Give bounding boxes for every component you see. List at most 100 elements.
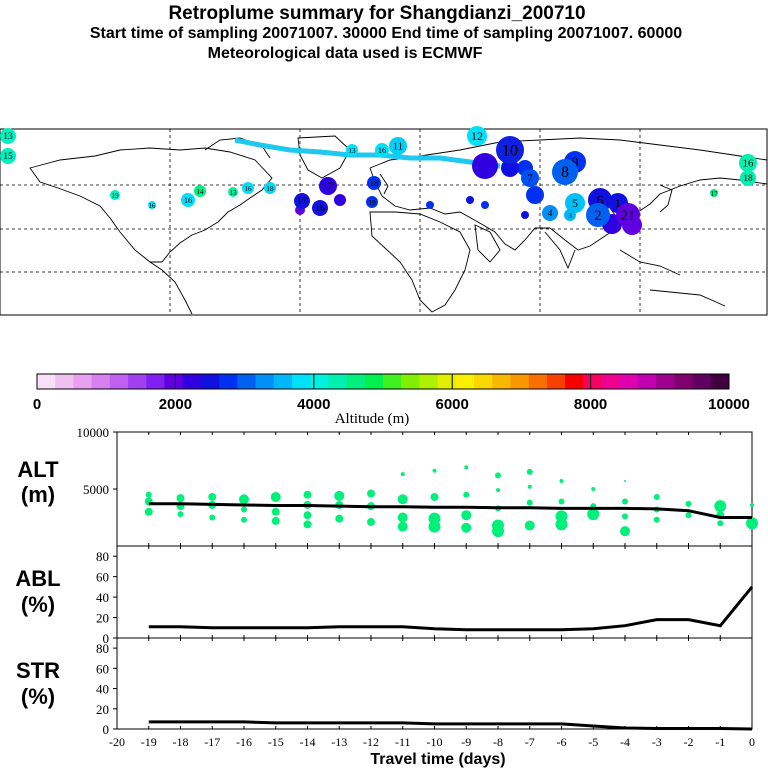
map-plume-bubble — [466, 196, 474, 204]
map-plume-bubble — [542, 205, 558, 221]
map-day-label: 16 — [149, 202, 157, 210]
alt-plume-point — [397, 512, 408, 523]
alt-plume-point — [400, 472, 405, 477]
colorbar-tick-label: 4000 — [297, 396, 330, 413]
panel-ylabel: ABL — [15, 566, 60, 591]
alt-plume-point — [144, 507, 153, 516]
alt-plume-point — [685, 500, 692, 507]
map-plume-bubble — [312, 200, 328, 216]
map-plume-bubble — [740, 170, 756, 186]
map-day-label: 6 — [596, 193, 603, 209]
colorbar-swatch — [364, 374, 384, 389]
map-plume-bubble — [496, 136, 524, 164]
panel-frame — [116, 545, 753, 639]
map-day-label: 16 — [315, 203, 325, 214]
y-tick-label: 60 — [96, 570, 109, 585]
map-plume-bubble — [110, 190, 120, 200]
map-day-label: 16 — [743, 158, 754, 170]
colorbar-swatch — [109, 374, 129, 389]
x-tick-label: -5 — [588, 735, 598, 749]
map-day-label: 19 — [368, 199, 376, 207]
map-plume-bubble — [616, 203, 640, 227]
colorbar-swatch — [528, 374, 548, 389]
x-tick-label: -10 — [427, 735, 443, 749]
alt-plume-point — [397, 494, 408, 505]
alt-plume-point — [591, 487, 596, 491]
map-plume-bubble — [564, 209, 576, 221]
map-plume-bubble — [148, 201, 156, 209]
alt-plume-point — [750, 502, 754, 507]
y-tick-label: 60 — [96, 661, 109, 676]
colorbar-swatch — [419, 374, 439, 389]
alt-plume-point — [624, 480, 626, 483]
colorbar-tick-label: 2000 — [159, 396, 192, 413]
sampling-time-subtitle: Start time of sampling 20071007. 30000 E… — [89, 25, 683, 42]
x-tick-label: -8 — [493, 735, 503, 749]
series-line-alt — [148, 502, 752, 519]
map-plume-bubble — [481, 201, 489, 209]
x-tick-label: -13 — [331, 735, 347, 749]
alt-plume-point — [428, 520, 441, 533]
x-tick-label: -1 — [715, 735, 725, 749]
map-plume-bubble — [586, 203, 610, 227]
x-tick-label: -14 — [300, 735, 316, 749]
map-plume-bubble — [294, 193, 310, 209]
altitude-colorbar: 0 2000 4000 6000 8000 10000 Altitude (m) — [33, 373, 750, 427]
colorbar-swatch — [200, 374, 220, 389]
map-plume-bubble — [242, 182, 254, 194]
series-line-str — [148, 720, 753, 731]
map-plume-bubble — [181, 193, 195, 207]
map-day-label: 16 — [184, 196, 192, 205]
map-day-label: 19 — [112, 192, 120, 200]
alt-plume-point — [717, 520, 724, 527]
map-plume-bubble — [264, 182, 276, 194]
colorbar-tick-label: 6000 — [436, 396, 469, 413]
alt-plume-point — [559, 479, 564, 484]
map-day-label: 2 — [594, 208, 601, 224]
y-tick-label: 80 — [96, 641, 109, 656]
colorbar-swatch — [237, 374, 257, 389]
alt-plume-point — [208, 492, 217, 501]
alt-plume-point — [177, 511, 184, 518]
map-day-label: 21 — [621, 208, 635, 224]
x-tick-label: 0 — [749, 735, 755, 749]
map-day-label: 1 — [615, 196, 621, 210]
map-plume-bubble — [375, 143, 389, 157]
map-day-label: 17 — [297, 196, 307, 207]
colorbar-swatch — [455, 374, 475, 389]
map-plume-bubble — [389, 137, 407, 155]
y-tick-label: 0 — [103, 722, 110, 737]
map-plume-bubble — [710, 189, 718, 197]
alt-plume-point — [620, 526, 630, 537]
x-tick-label: -19 — [141, 735, 157, 749]
alt-plume-point — [271, 507, 280, 516]
colorbar-swatch — [91, 374, 111, 389]
y-tick-label: 40 — [96, 682, 109, 697]
x-tick-label: -9 — [461, 735, 471, 749]
alt-plume-point — [334, 490, 345, 501]
colorbar-label: Altitude (m) — [335, 411, 410, 427]
alt-plume-point — [461, 510, 472, 521]
panel-frame — [116, 637, 753, 730]
map-day-label: 10 — [502, 143, 518, 160]
map-day-label: 18 — [370, 179, 378, 188]
alt-plume-point — [271, 516, 280, 525]
x-tick-label: -7 — [525, 735, 535, 749]
map-day-label: 13 — [230, 189, 238, 197]
map-day-label: 11 — [393, 141, 403, 153]
alt-plume-point — [461, 522, 472, 533]
colorbar-swatch — [37, 374, 56, 389]
alt-plume-point — [397, 521, 408, 532]
alt-plume-point — [239, 494, 249, 505]
alt-plume-point — [241, 516, 247, 523]
colorbar-swatch — [674, 374, 694, 389]
colorbar-swatch — [546, 374, 566, 389]
colorbar-swatch — [601, 374, 621, 389]
colorbar-swatch — [492, 374, 511, 389]
x-tick-label: -4 — [620, 735, 630, 749]
colorbar-swatch — [401, 374, 420, 389]
map-plume-bubble — [426, 201, 434, 209]
map-day-label: 4 — [548, 208, 553, 219]
